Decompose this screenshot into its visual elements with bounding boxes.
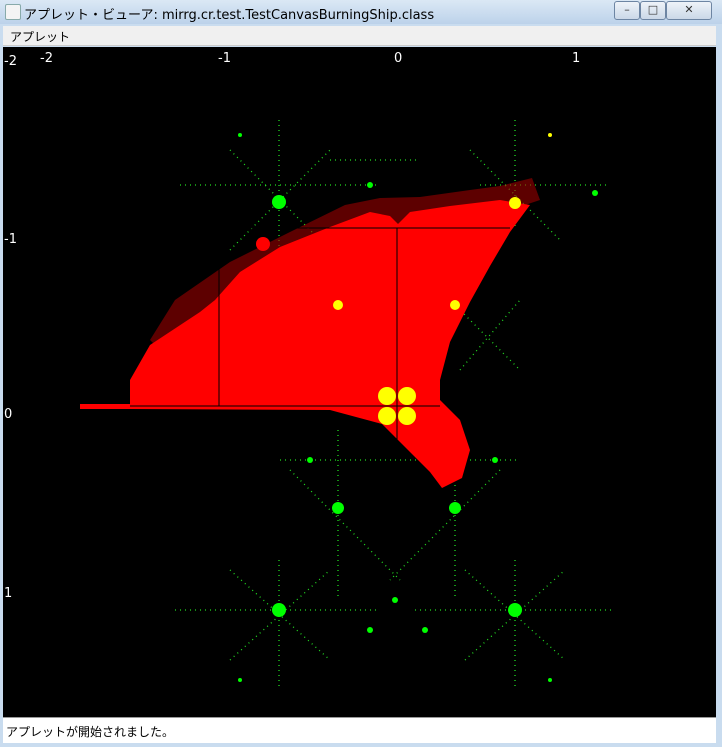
- status-text: アプレットが開始されました。: [6, 725, 175, 739]
- yellow-node: [509, 197, 521, 209]
- minimize-button[interactable]: –: [614, 1, 640, 20]
- window-title: アプレット・ビューア: mirrg.cr.test.TestCanvasBurn…: [24, 8, 435, 23]
- red-body: [80, 200, 530, 488]
- green-node: [367, 627, 373, 633]
- title-bar: アプレット・ビューア: mirrg.cr.test.TestCanvasBurn…: [0, 0, 722, 24]
- green-node: [548, 678, 552, 682]
- x-axis-label: -1: [218, 51, 231, 66]
- green-node: [592, 190, 598, 196]
- x-axis-label: -2: [40, 51, 53, 66]
- green-node: [508, 603, 522, 617]
- x-axis-label: 0: [394, 51, 402, 66]
- maximize-button[interactable]: □: [640, 1, 666, 20]
- yellow-nodes: [333, 133, 552, 425]
- y-axis-label: 1: [4, 586, 12, 601]
- menu-bar: アプレット: [3, 26, 716, 46]
- x-axis-label: 1: [572, 51, 580, 66]
- green-node: [307, 457, 313, 463]
- app-icon: [5, 4, 21, 20]
- green-node: [272, 195, 286, 209]
- yellow-node: [378, 407, 396, 425]
- yellow-node: [548, 133, 552, 137]
- y-axis-label: -1: [4, 232, 17, 247]
- green-node: [272, 603, 286, 617]
- menu-applet[interactable]: アプレット: [10, 30, 71, 44]
- yellow-node: [333, 300, 343, 310]
- fractal-canvas: -2 -2 -1 0 1 -1 0 1: [3, 47, 716, 717]
- green-node: [449, 502, 461, 514]
- yellow-node: [450, 300, 460, 310]
- filament: [280, 430, 520, 600]
- green-nodes: [238, 133, 598, 682]
- green-node: [238, 678, 242, 682]
- yellow-node: [398, 387, 416, 405]
- yellow-node: [398, 407, 416, 425]
- green-node: [422, 627, 428, 633]
- x-axis-label: -2: [4, 54, 17, 69]
- green-node: [332, 502, 344, 514]
- close-button[interactable]: ✕: [666, 1, 712, 20]
- filament: [330, 159, 521, 371]
- filament: [175, 560, 380, 690]
- green-node: [367, 182, 373, 188]
- yellow-node: [378, 387, 396, 405]
- green-node: [492, 457, 498, 463]
- green-node: [392, 597, 398, 603]
- status-bar: アプレットが開始されました。: [3, 717, 716, 743]
- red-spot: [256, 237, 270, 251]
- red-halo: [150, 178, 540, 350]
- green-node: [238, 133, 242, 137]
- y-axis-label: 0: [4, 407, 12, 422]
